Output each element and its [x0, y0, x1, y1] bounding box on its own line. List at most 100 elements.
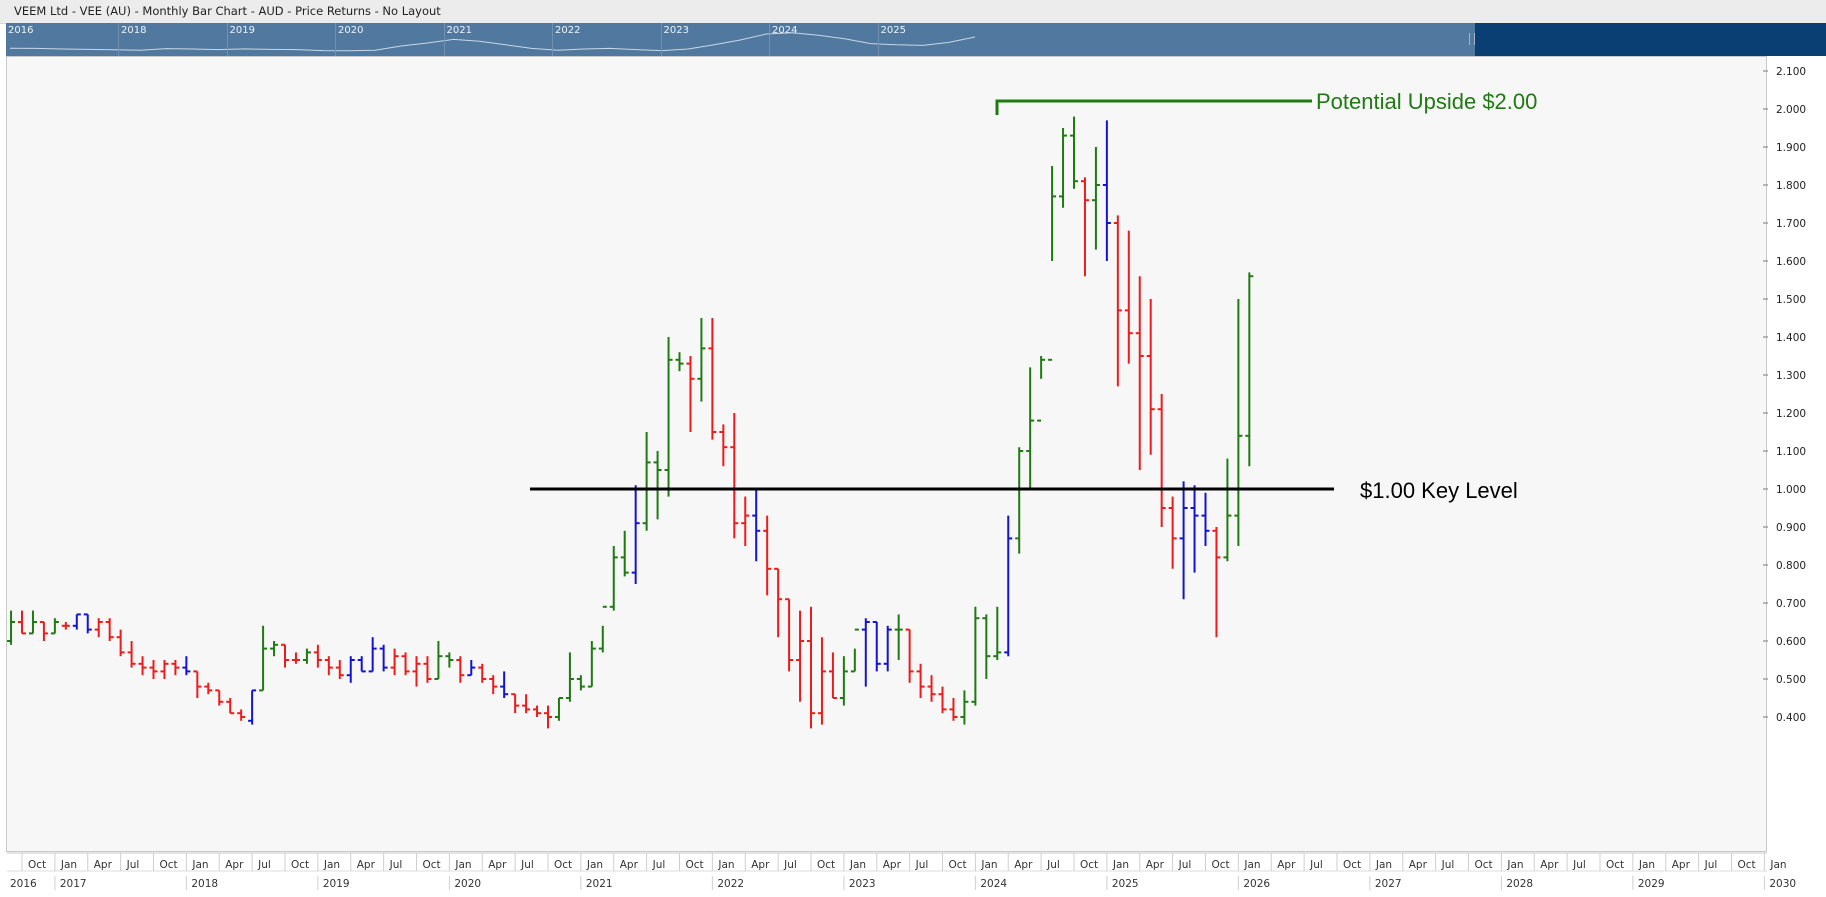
ohlc-bar	[1015, 447, 1024, 554]
navigator-year-label: 2021	[446, 25, 472, 36]
ohlc-bar	[565, 652, 574, 702]
ohlc-bar	[730, 413, 739, 539]
y-tick-label: 1.700	[1776, 218, 1806, 230]
x-month-label: Jul	[1046, 859, 1060, 871]
ohlc-bar	[1048, 166, 1057, 361]
ohlc-bar	[259, 625, 268, 692]
upside-line	[995, 99, 1312, 115]
ohlc-bar	[127, 641, 136, 668]
chart-plot-area[interactable]: 2.100 2.000 1.900 1.800 1.700 1.600 1.500 1.400…	[6, 56, 1806, 890]
ohlc-bar	[850, 628, 859, 673]
ohlc-bar	[346, 656, 355, 683]
ohlc-bar	[270, 641, 279, 657]
ohlc-bar	[796, 610, 805, 702]
time-navigator[interactable]: 2016 2018 2019 2020 2021 2022 2023 2024 2025	[6, 23, 1826, 56]
ohlc-bar	[138, 656, 147, 676]
ohlc-bar	[522, 694, 531, 714]
x-month-label: Jan	[60, 859, 77, 871]
ohlc-bar	[302, 648, 311, 664]
navigator-year-tick	[335, 23, 336, 56]
x-month-label: Apr	[357, 859, 376, 871]
ohlc-bar	[237, 709, 246, 721]
x-year-label: 2017	[60, 878, 87, 890]
ohlc-bar	[741, 496, 750, 546]
ohlc-bar	[686, 356, 695, 432]
ohlc-bar	[456, 656, 465, 683]
ohlc-bar	[423, 656, 432, 683]
ohlc-bar	[1157, 394, 1166, 527]
ohlc-bar	[598, 605, 607, 653]
y-tick-label: 0.600	[1776, 636, 1806, 648]
ohlc-bar	[763, 515, 772, 596]
x-month-label: Apr	[1014, 859, 1033, 871]
navigator-year-label: 2020	[338, 25, 364, 36]
ohlc-bar	[291, 652, 300, 664]
ohlc-bar	[1201, 492, 1210, 546]
ohlc-bar	[313, 644, 322, 668]
navigator-sparkline-path	[9, 32, 976, 52]
x-month-label: Apr	[1277, 859, 1296, 871]
ohlc-bar	[1037, 356, 1046, 422]
ohlc-bar	[609, 546, 618, 611]
x-month-label: Oct	[949, 859, 967, 871]
x-month-label: Apr	[1672, 859, 1691, 871]
x-year-label: 2022	[717, 878, 744, 890]
x-month-label: Oct	[686, 859, 704, 871]
navigator-selected-range[interactable]	[1475, 23, 1826, 56]
navigator-year-label: 2016	[8, 25, 34, 36]
x-month-label: Apr	[1409, 859, 1428, 871]
ohlc-bar	[653, 451, 662, 520]
ohlc-bar	[993, 606, 1002, 660]
navigator-year-label: 2023	[663, 25, 689, 36]
navigator-year-label: 2022	[555, 25, 581, 36]
navigator-year-tick	[443, 23, 445, 56]
ohlc-bar	[171, 660, 180, 676]
ohlc-bar	[116, 629, 125, 657]
y-tick-label: 2.100	[1776, 66, 1806, 78]
x-month-label: Apr	[225, 859, 244, 871]
x-month-label: Jan	[717, 859, 734, 871]
x-month-label: Jan	[1506, 859, 1523, 871]
x-month-label: Oct	[1343, 859, 1361, 871]
navigator-drag-handle[interactable]	[1469, 33, 1475, 45]
ohlc-bar	[1234, 299, 1243, 546]
x-year-label: 2030	[1769, 878, 1796, 890]
x-year-label: 2018	[191, 878, 218, 890]
ohlc-bar	[576, 675, 585, 691]
ohlc-bar	[50, 618, 59, 635]
ohlc-bar	[533, 705, 542, 717]
x-month-label: Jan	[849, 859, 866, 871]
ohlc-bar	[1102, 120, 1111, 261]
x-month-label: Jul	[389, 859, 403, 871]
ohlc-bar	[1146, 299, 1155, 455]
navigator-year-label: 2024	[772, 25, 798, 36]
x-month-label: Jul	[1572, 859, 1586, 871]
ohlc-bar	[839, 656, 848, 706]
ohlc-bar	[1091, 147, 1100, 250]
x-month-label: Jul	[1178, 859, 1192, 871]
y-tick-label: 0.500	[1776, 674, 1806, 686]
ohlc-bar	[83, 613, 92, 634]
x-month-label: Apr	[488, 859, 507, 871]
navigator-year-tick	[552, 23, 553, 56]
ohlc-bar	[226, 698, 235, 715]
ohlc-bar	[467, 660, 476, 677]
ohlc-bar	[182, 656, 191, 676]
ohlc-bar	[916, 663, 925, 698]
ohlc-bar	[204, 682, 213, 695]
x-month-label: Oct	[1738, 859, 1756, 871]
ohlc-bar	[489, 675, 498, 695]
ohlc-bar	[72, 613, 81, 630]
y-tick-label: 1.600	[1776, 256, 1806, 268]
ohlc-bar	[774, 567, 783, 638]
ohlc-bar	[94, 618, 103, 638]
x-month-label: Jan	[586, 859, 603, 871]
x-month-label: Jul	[783, 859, 797, 871]
x-year-label: 2023	[849, 878, 876, 890]
chart-title: VEEM Ltd - VEE (AU) - Monthly Bar Chart …	[14, 4, 441, 18]
ohlc-bar	[357, 656, 366, 673]
y-tick-label: 2.000	[1776, 104, 1806, 116]
ohlc-bar	[18, 610, 26, 635]
ohlc-bar	[105, 618, 114, 641]
ohlc-bar	[149, 660, 158, 679]
